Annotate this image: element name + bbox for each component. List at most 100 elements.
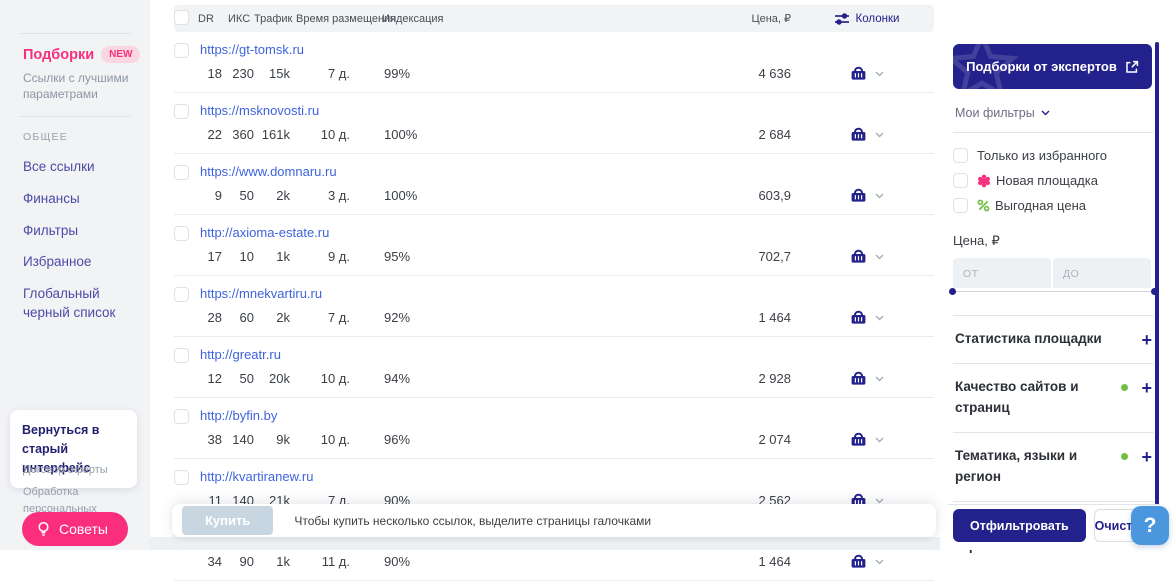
- site-link[interactable]: http://byfin.by: [200, 408, 278, 423]
- chevron-down-icon[interactable]: [875, 376, 884, 382]
- add-to-cart-button[interactable]: [849, 431, 868, 448]
- price-to-input[interactable]: [1053, 258, 1151, 288]
- row-checkbox[interactable]: [174, 104, 189, 119]
- add-to-cart-button[interactable]: [849, 370, 868, 387]
- table-row: http://axioma-estate.ru 17 10 1k 9 д. 95…: [174, 215, 934, 276]
- add-to-cart-button[interactable]: [849, 65, 868, 82]
- chevron-down-icon[interactable]: [875, 559, 884, 565]
- site-link[interactable]: https://mnekvartiru.ru: [200, 286, 323, 301]
- site-link[interactable]: http://greatr.ru: [200, 347, 281, 362]
- placement-time-value: 7 д.: [327, 66, 350, 81]
- buy-button[interactable]: Купить: [182, 506, 274, 535]
- site-link[interactable]: http://kvartiranew.ru: [200, 469, 314, 484]
- row-checkbox[interactable]: [174, 287, 189, 302]
- sidebar-item-collections[interactable]: Подборки: [23, 46, 95, 63]
- filter-checkbox[interactable]: [953, 198, 968, 213]
- chevron-down-icon[interactable]: [875, 132, 884, 138]
- site-link[interactable]: https://www.domnaru.ru: [200, 164, 337, 179]
- slider-track: [953, 291, 1154, 292]
- price-value: 603,9: [758, 188, 791, 203]
- my-filters-dropdown[interactable]: Мои фильтры: [955, 106, 1154, 120]
- add-to-cart-button[interactable]: [849, 187, 868, 204]
- sidebar-item[interactable]: Все ссылки: [23, 159, 95, 175]
- divider: [20, 116, 130, 118]
- basket-icon: [851, 554, 866, 568]
- select-all-checkbox[interactable]: [174, 9, 189, 25]
- placement-time-value: 10 д.: [320, 432, 350, 447]
- buy-hint-text: Чтобы купить несколько ссылок, выделите …: [294, 513, 652, 528]
- percent-icon: [977, 199, 990, 212]
- add-to-cart-button[interactable]: [849, 248, 868, 265]
- left-sidebar: Подборки NEW Ссылки с лучшими параметрам…: [0, 0, 150, 550]
- table-body: https://gt-tomsk.ru 18 230 15k 7 д. 99% …: [174, 32, 934, 581]
- panel-scrollbar[interactable]: [1155, 42, 1159, 505]
- expand-plus-icon[interactable]: +: [1141, 377, 1152, 398]
- add-to-cart-button[interactable]: [849, 553, 868, 570]
- sidebar-nav: Все ссылки Финансы Фильтры Избранное Гло…: [0, 147, 150, 328]
- price-range-slider: [949, 288, 1158, 298]
- site-link[interactable]: http://axioma-estate.ru: [200, 225, 330, 240]
- sidebar-item[interactable]: Глобальный черный список: [23, 285, 116, 321]
- chevron-down-icon[interactable]: [875, 254, 884, 260]
- filter-section[interactable]: Статистика площадки +: [953, 315, 1154, 363]
- chevron-down-icon[interactable]: [875, 437, 884, 443]
- expand-plus-icon[interactable]: +: [1141, 330, 1152, 350]
- sidebar-item[interactable]: Финансы: [23, 190, 80, 206]
- tips-button[interactable]: Советы: [22, 512, 128, 546]
- filter-checkbox[interactable]: [953, 148, 968, 163]
- indexing-value: 92%: [384, 310, 411, 325]
- table-header-row: DR ИКС Трафик Время размещения Индексаци…: [174, 5, 934, 32]
- filter-section[interactable]: Качество сайтов и страниц +: [953, 362, 1154, 432]
- flower-icon: [977, 174, 991, 188]
- apply-filters-button[interactable]: Отфильтровать: [953, 509, 1086, 542]
- add-to-cart-button[interactable]: [849, 126, 868, 143]
- chevron-down-icon[interactable]: [875, 193, 884, 199]
- filter-checkbox-row[interactable]: Выгодная цена: [953, 193, 1154, 218]
- row-checkbox[interactable]: [174, 409, 189, 424]
- row-checkbox[interactable]: [174, 43, 189, 58]
- old-interface-button[interactable]: Вернуться в старый интерфейс: [10, 410, 137, 489]
- filter-checkbox[interactable]: [953, 173, 968, 188]
- filter-footer: Отфильтровать Очистить: [948, 504, 1160, 550]
- filter-checkbox-row[interactable]: Новая площадка: [953, 168, 1154, 193]
- iks-value: 10: [239, 249, 254, 264]
- slider-handle-min[interactable]: [949, 288, 956, 295]
- iks-value: 140: [232, 432, 254, 447]
- price-value: 2 684: [758, 127, 791, 142]
- chevron-down-icon[interactable]: [875, 315, 884, 321]
- slider-handle-max[interactable]: [1151, 288, 1158, 295]
- chevron-down-icon[interactable]: [875, 498, 884, 504]
- my-filters-label: Мои фильтры: [955, 106, 1035, 120]
- buy-bar: Купить Чтобы купить несколько ссылок, вы…: [172, 504, 936, 537]
- row-checkbox[interactable]: [174, 470, 189, 485]
- iks-value: 50: [239, 371, 254, 386]
- row-checkbox[interactable]: [174, 226, 189, 241]
- dr-value: 34: [207, 554, 222, 569]
- expert-collections-button[interactable]: Подборки от экспертов: [953, 44, 1152, 89]
- site-link[interactable]: https://msknovosti.ru: [200, 103, 320, 118]
- dr-value: 22: [207, 127, 222, 142]
- help-button[interactable]: ?: [1131, 506, 1169, 545]
- placement-time-value: 9 д.: [327, 249, 350, 264]
- price-filter-label: Цена, ₽: [953, 233, 1000, 248]
- columns-settings-button[interactable]: Колонки: [799, 12, 934, 26]
- site-link[interactable]: https://gt-tomsk.ru: [200, 42, 305, 57]
- price-from-input[interactable]: [953, 258, 1051, 288]
- basket-icon: [851, 127, 866, 141]
- filter-section[interactable]: Тематика, языки и регион +: [953, 431, 1154, 501]
- sidebar-item[interactable]: Фильтры: [23, 222, 79, 238]
- filter-checkbox-row[interactable]: Только из избранного: [953, 143, 1154, 168]
- row-checkbox[interactable]: [174, 348, 189, 363]
- add-to-cart-button[interactable]: [849, 309, 868, 326]
- tips-button-label: Советы: [59, 521, 108, 537]
- placement-time-value: 10 д.: [320, 127, 350, 142]
- sidebar-item[interactable]: Избранное: [23, 254, 92, 270]
- basket-icon: [851, 310, 866, 324]
- expand-plus-icon[interactable]: +: [1141, 446, 1152, 467]
- indexing-value: 94%: [384, 371, 411, 386]
- basket-icon: [851, 66, 866, 80]
- dr-value: 9: [214, 188, 222, 203]
- offer-agreement-link[interactable]: Договор оферты: [23, 464, 108, 476]
- row-checkbox[interactable]: [174, 165, 189, 180]
- chevron-down-icon[interactable]: [875, 71, 884, 77]
